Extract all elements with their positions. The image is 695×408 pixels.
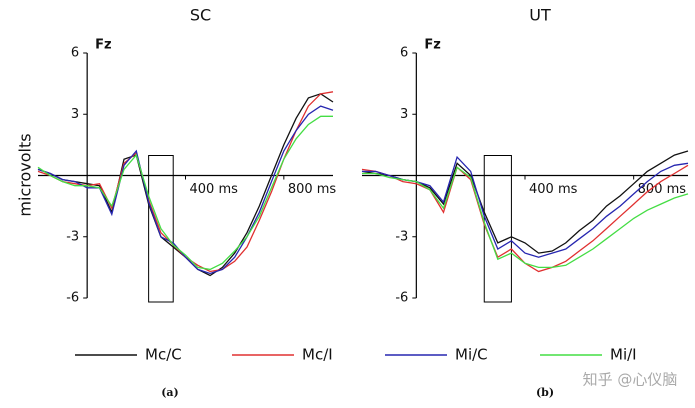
y-tick-label: 3 xyxy=(71,107,79,122)
y-tick-label: -3 xyxy=(395,229,408,244)
series-line xyxy=(361,150,689,254)
caption: (b) xyxy=(536,386,554,399)
annotation: Fz xyxy=(95,38,111,53)
panel-title: UT xyxy=(529,6,551,25)
x-tick-label: 400 ms xyxy=(529,182,578,197)
y-tick-label: 3 xyxy=(400,107,408,122)
series-line xyxy=(37,115,333,271)
panel-title: SC xyxy=(190,6,211,25)
x-tick-label: 800 ms xyxy=(638,182,687,197)
series-line xyxy=(362,166,689,269)
y-tick-label: 6 xyxy=(71,46,79,61)
highlight-window xyxy=(483,155,512,303)
legend-label: Mc/C xyxy=(145,346,182,364)
y-tick-label: -6 xyxy=(66,291,79,306)
y-axis-label: microvolts xyxy=(16,133,35,216)
legend-label: Mc/I xyxy=(302,346,333,364)
caption: (a) xyxy=(161,386,179,399)
x-tick-label: 800 ms xyxy=(288,182,337,197)
legend-label: Mi/C xyxy=(455,346,488,364)
y-tick-label: -6 xyxy=(395,291,408,306)
legend-label: Mi/I xyxy=(610,346,637,364)
series-line xyxy=(362,155,689,258)
y-tick-label: -3 xyxy=(66,229,79,244)
watermark: 知乎 @心仪脑 xyxy=(583,371,678,389)
highlight-window xyxy=(148,155,174,303)
series-line xyxy=(37,105,334,275)
x-tick-label: 400 ms xyxy=(190,182,239,197)
annotation: Fz xyxy=(424,38,440,53)
y-tick-label: 6 xyxy=(400,46,408,61)
